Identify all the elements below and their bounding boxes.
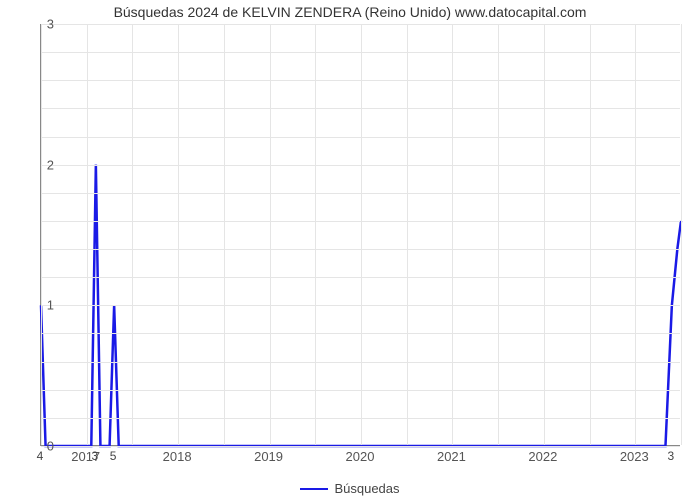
data-point-label: 3 — [668, 449, 675, 463]
x-tick-label: 2018 — [163, 449, 192, 464]
x-tick-label: 2020 — [346, 449, 375, 464]
gridline-vertical — [315, 24, 316, 445]
gridline-vertical — [452, 24, 453, 445]
x-tick-label: 2023 — [620, 449, 649, 464]
y-tick-label: 1 — [24, 298, 54, 313]
x-tick-label: 2021 — [437, 449, 466, 464]
gridline-vertical — [87, 24, 88, 445]
data-point-label: 4 — [37, 449, 44, 463]
gridline-vertical — [224, 24, 225, 445]
gridline-vertical — [407, 24, 408, 445]
gridline-vertical — [178, 24, 179, 445]
gridline-horizontal — [41, 446, 680, 447]
legend-label: Búsquedas — [334, 481, 399, 496]
chart-title: Búsquedas 2024 de KELVIN ZENDERA (Reino … — [0, 4, 700, 20]
x-tick-label: 2019 — [254, 449, 283, 464]
gridline-vertical — [132, 24, 133, 445]
gridline-vertical — [681, 24, 682, 445]
legend-swatch — [300, 488, 328, 490]
x-tick-label: 2022 — [528, 449, 557, 464]
gridline-vertical — [361, 24, 362, 445]
chart-container: Búsquedas 2024 de KELVIN ZENDERA (Reino … — [0, 0, 700, 500]
gridline-vertical — [544, 24, 545, 445]
data-point-label: 3 — [92, 449, 99, 463]
y-tick-label: 2 — [24, 157, 54, 172]
gridline-vertical — [270, 24, 271, 445]
plot-area — [40, 24, 680, 446]
gridline-vertical — [498, 24, 499, 445]
gridline-vertical — [635, 24, 636, 445]
gridline-vertical — [590, 24, 591, 445]
legend: Búsquedas — [0, 480, 700, 496]
data-point-label: 5 — [110, 449, 117, 463]
y-tick-label: 3 — [24, 17, 54, 32]
gridline-vertical — [41, 24, 42, 445]
